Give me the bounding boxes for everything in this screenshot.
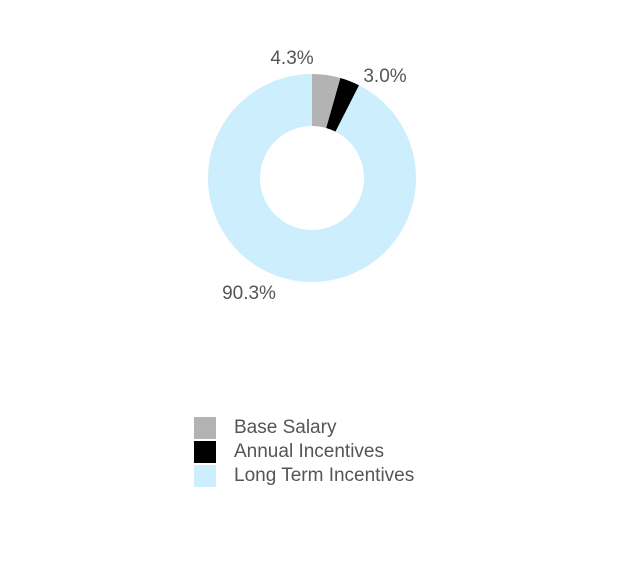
legend-item-annual-incentives: Annual Incentives [194, 440, 414, 464]
donut-svg: 4.3% 3.0% 90.3% [208, 48, 417, 304]
slice-label-base-salary: 4.3% [270, 48, 313, 69]
slice-base-salary [312, 74, 341, 128]
slice-annual-incentives [326, 77, 360, 132]
legend-swatch-annual-incentives [194, 441, 216, 463]
legend-swatch-long-term-incentives [194, 465, 216, 487]
legend-item-base-salary: Base Salary [194, 416, 414, 440]
slice-label-long-term-incentives: 90.3% [222, 283, 276, 304]
legend-label-long-term-incentives: Long Term Incentives [234, 465, 415, 486]
slice-label-annual-incentives: 3.0% [363, 66, 406, 87]
legend-label-annual-incentives: Annual Incentives [234, 441, 384, 462]
donut-slices [208, 74, 417, 283]
slice-long-term-incentives [208, 74, 417, 283]
legend-item-long-term-incentives: Long Term Incentives [194, 464, 414, 488]
legend-label-base-salary: Base Salary [234, 417, 337, 438]
legend: Base Salary Annual Incentives Long Term … [194, 416, 414, 488]
legend-swatch-base-salary [194, 417, 216, 439]
donut-labels: 4.3% 3.0% 90.3% [222, 48, 407, 304]
